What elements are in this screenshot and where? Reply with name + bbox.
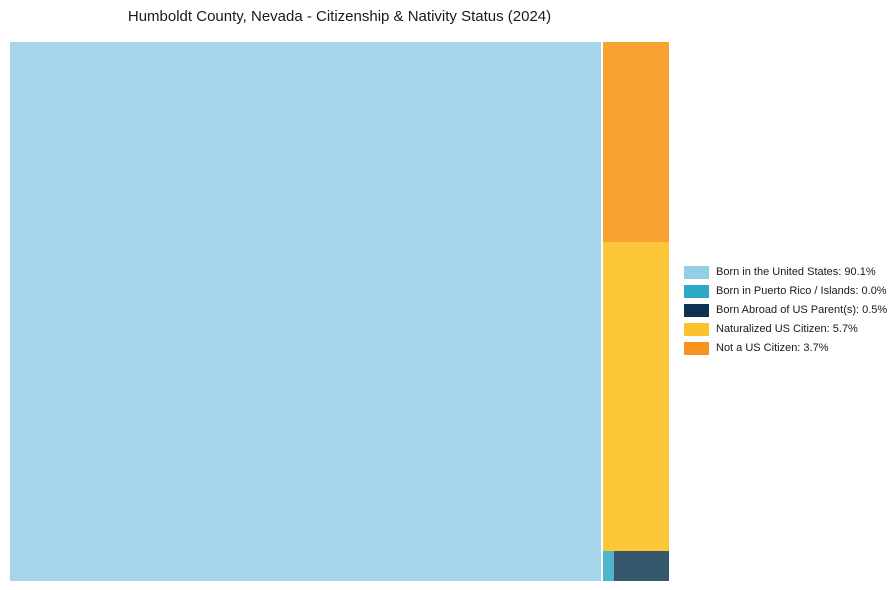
legend-swatch-not-a-us-citizen [684,342,709,355]
legend: Born in the United States: 90.1% Born in… [684,266,887,355]
treemap-cell-born-in-puerto-rico [603,551,614,581]
legend-item-born-abroad-us-parents: Born Abroad of US Parent(s): 0.5% [684,304,887,317]
legend-item-born-in-us: Born in the United States: 90.1% [684,266,887,279]
treemap-cell-not-a-us-citizen [603,42,669,242]
legend-item-naturalized-us-citizen: Naturalized US Citizen: 5.7% [684,323,887,336]
legend-label-not-a-us-citizen: Not a US Citizen: 3.7% [716,342,829,354]
legend-item-born-in-puerto-rico: Born in Puerto Rico / Islands: 0.0% [684,285,887,298]
chart-title: Humboldt County, Nevada - Citizenship & … [127,8,552,25]
legend-item-not-a-us-citizen: Not a US Citizen: 3.7% [684,342,887,355]
treemap-cell-born-in-us [10,42,601,581]
legend-swatch-naturalized-us-citizen [684,323,709,336]
legend-swatch-born-in-us [684,266,709,279]
legend-label-born-in-puerto-rico: Born in Puerto Rico / Islands: 0.0% [716,285,887,297]
treemap-plot [10,42,669,581]
legend-label-born-in-us: Born in the United States: 90.1% [716,266,876,278]
legend-swatch-born-in-puerto-rico [684,285,709,298]
legend-swatch-born-abroad-us-parents [684,304,709,317]
treemap-cell-born-abroad-us-parents [614,551,669,581]
treemap-cell-naturalized-us-citizen [603,242,669,551]
legend-label-naturalized-us-citizen: Naturalized US Citizen: 5.7% [716,323,858,335]
legend-label-born-abroad-us-parents: Born Abroad of US Parent(s): 0.5% [716,304,888,316]
